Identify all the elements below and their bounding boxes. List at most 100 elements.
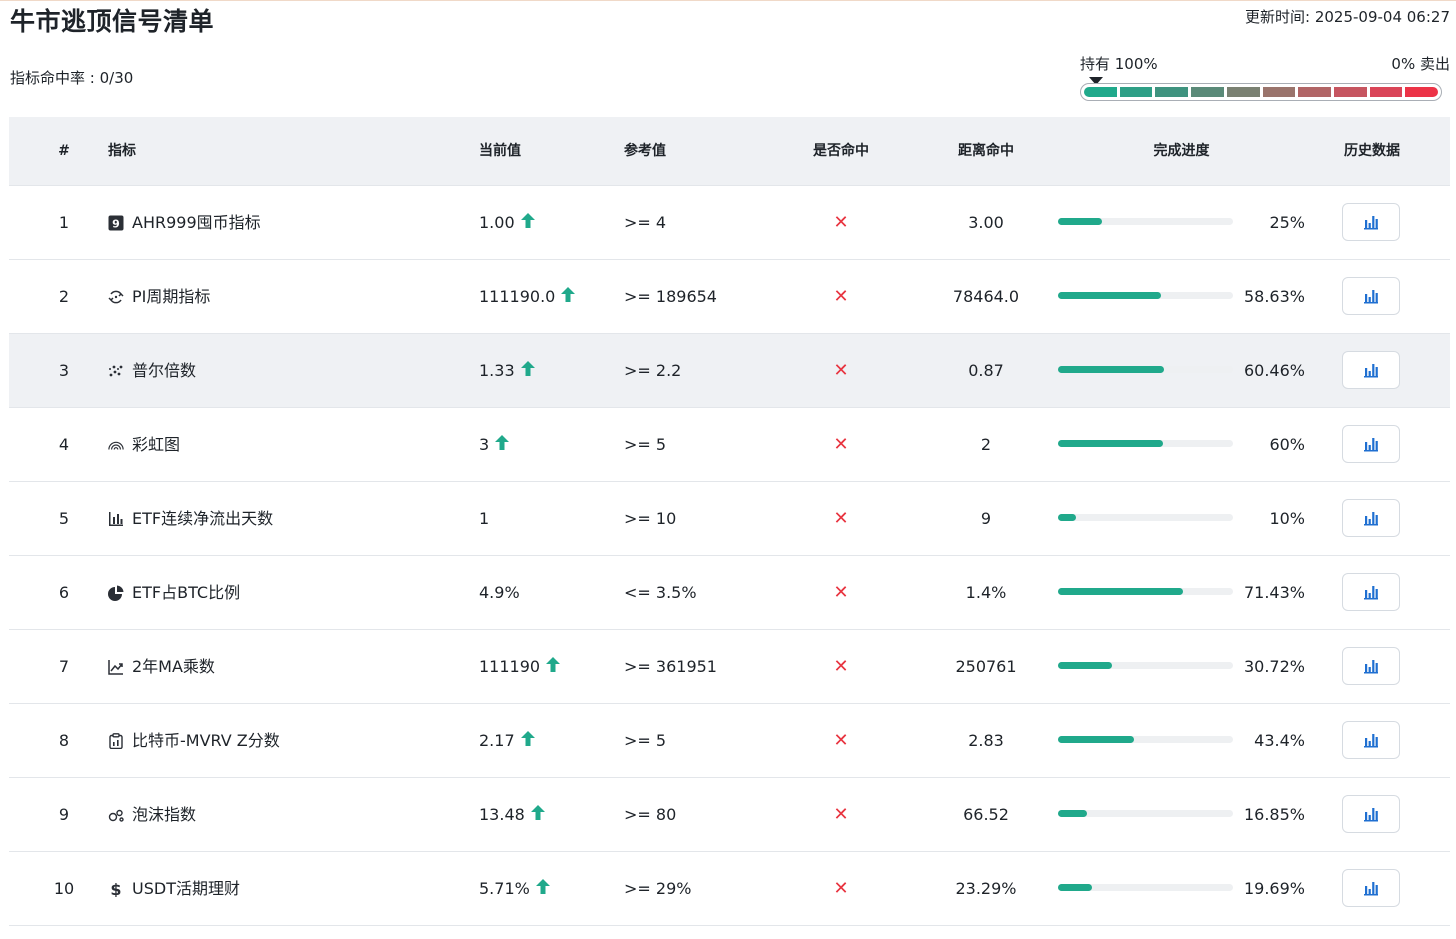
indicator-name: USDT活期理财	[132, 879, 240, 898]
history-data-button[interactable]	[1342, 647, 1400, 685]
distance-value: 23.29%	[955, 879, 1017, 898]
cycle-icon	[108, 289, 124, 305]
reference-value: >= 2.2	[624, 361, 682, 380]
distance-value: 78464.0	[952, 287, 1020, 306]
progress-bar-fill	[1058, 588, 1183, 595]
indicator-name-cell[interactable]: ETF连续净流出天数	[108, 482, 273, 555]
page-title: 牛市逃顶信号清单	[10, 7, 215, 36]
progress-bar-fill	[1058, 366, 1164, 373]
progress-bar	[1058, 366, 1233, 373]
row-index: 4	[58, 435, 70, 454]
miss-x-icon: ✕	[833, 804, 849, 825]
current-value-cell: 2.17	[479, 704, 535, 777]
indicator-name-cell[interactable]: 9 AHR999囤币指标	[108, 186, 261, 259]
progress-percent: 43.4%	[1254, 731, 1305, 750]
bubbles-icon	[108, 807, 124, 823]
progress-bar-fill	[1058, 440, 1163, 447]
trend-line-icon	[108, 659, 124, 675]
number-nine-icon: 9	[108, 215, 124, 231]
progress-bar	[1058, 810, 1233, 817]
current-value-cell: 3	[479, 408, 510, 481]
progress-percent: 71.43%	[1243, 583, 1305, 602]
indicator-name-cell[interactable]: 彩虹图	[108, 408, 180, 481]
gauge-segment	[1298, 87, 1331, 97]
gauge-segment	[1262, 87, 1296, 97]
arrow-up-icon	[520, 361, 535, 380]
table-row: 2 PI周期指标 111190.0 >= 189654 ✕ 78464.0 58.63%	[9, 260, 1450, 334]
progress-percent: 16.85%	[1243, 805, 1305, 824]
indicator-name-cell[interactable]: 泡沫指数	[108, 778, 196, 851]
header-distance: 距离命中	[958, 143, 1014, 159]
row-index: 9	[58, 805, 70, 824]
history-data-button[interactable]	[1342, 351, 1400, 389]
progress-percent: 60%	[1269, 435, 1305, 454]
current-value: 3	[479, 435, 490, 454]
gauge-segment	[1191, 87, 1224, 97]
row-index: 10	[53, 879, 75, 898]
row-index: 3	[58, 361, 70, 380]
arrow-up-icon	[561, 287, 576, 306]
progress-bar	[1058, 884, 1233, 891]
indicator-name: PI周期指标	[132, 287, 211, 306]
arrow-up-icon	[520, 731, 535, 750]
history-data-button[interactable]	[1342, 573, 1400, 611]
history-data-button[interactable]	[1342, 203, 1400, 241]
history-data-button[interactable]	[1342, 499, 1400, 537]
arrow-up-icon	[535, 879, 550, 898]
current-value: 111190.0	[479, 287, 556, 306]
gauge-sell-label: 0% 卖出	[1391, 55, 1450, 73]
history-data-button[interactable]	[1342, 425, 1400, 463]
hit-rate: 指标命中率 : 0/30	[10, 69, 134, 87]
indicator-name-cell[interactable]: 2年MA乘数	[108, 630, 215, 703]
indicator-name-cell[interactable]: $ USDT活期理财	[108, 852, 240, 925]
current-value-cell: 1	[479, 482, 489, 555]
progress-bar	[1058, 588, 1233, 595]
indicator-name-cell[interactable]: 普尔倍数	[108, 334, 196, 407]
indicator-name: 彩虹图	[132, 435, 181, 454]
table-row: 10 $ USDT活期理财 5.71% >= 29% ✕ 23.29% 19.69%	[9, 852, 1450, 926]
indicator-name: 普尔倍数	[132, 361, 197, 380]
miss-x-icon: ✕	[833, 730, 849, 751]
updated-timestamp: 更新时间: 2025-09-04 06:27	[1245, 8, 1450, 26]
arrow-up-icon	[520, 213, 535, 232]
indicator-name-cell[interactable]: 比特币-MVRV Z分数	[108, 704, 280, 777]
svg-text:9: 9	[112, 217, 120, 230]
dollar-icon: $	[108, 881, 124, 897]
progress-percent: 58.63%	[1243, 287, 1305, 306]
history-data-button[interactable]	[1342, 795, 1400, 833]
history-data-button[interactable]	[1342, 869, 1400, 907]
chart-icon	[1363, 362, 1379, 378]
distance-value: 2.83	[968, 731, 1004, 750]
indicator-name-cell[interactable]: PI周期指标	[108, 260, 210, 333]
progress-bar-fill	[1058, 884, 1093, 891]
gauge-pointer-icon	[1089, 77, 1103, 85]
reference-value: <= 3.5%	[624, 583, 697, 602]
row-index: 8	[58, 731, 70, 750]
gauge-segment	[1226, 87, 1260, 97]
chart-icon	[1363, 584, 1379, 600]
progress-bar-fill	[1058, 662, 1112, 669]
miss-x-icon: ✕	[833, 656, 849, 677]
distance-value: 250761	[955, 657, 1017, 676]
history-data-button[interactable]	[1342, 277, 1400, 315]
indicator-name-cell[interactable]: ETF占BTC比例	[108, 556, 240, 629]
progress-bar-fill	[1058, 218, 1102, 225]
distance-value: 1.4%	[965, 583, 1007, 602]
indicator-name: 比特币-MVRV Z分数	[132, 731, 280, 750]
row-index: 7	[58, 657, 70, 676]
top-border	[0, 0, 1456, 1]
row-index: 6	[58, 583, 70, 602]
header-index: #	[58, 143, 70, 159]
bar-chart-icon	[108, 511, 124, 527]
history-data-button[interactable]	[1342, 721, 1400, 759]
progress-bar	[1058, 662, 1233, 669]
current-value-cell: 111190	[479, 630, 561, 703]
row-index: 2	[58, 287, 70, 306]
row-index: 5	[58, 509, 70, 528]
progress-bar	[1058, 218, 1233, 225]
reference-value: >= 4	[624, 213, 667, 232]
miss-x-icon: ✕	[833, 286, 849, 307]
table-row: 9 泡沫指数 13.48 >= 80 ✕ 66.52 16.85%	[9, 778, 1450, 852]
arrow-up-icon	[546, 657, 561, 676]
header-reference: 参考值	[624, 143, 666, 159]
